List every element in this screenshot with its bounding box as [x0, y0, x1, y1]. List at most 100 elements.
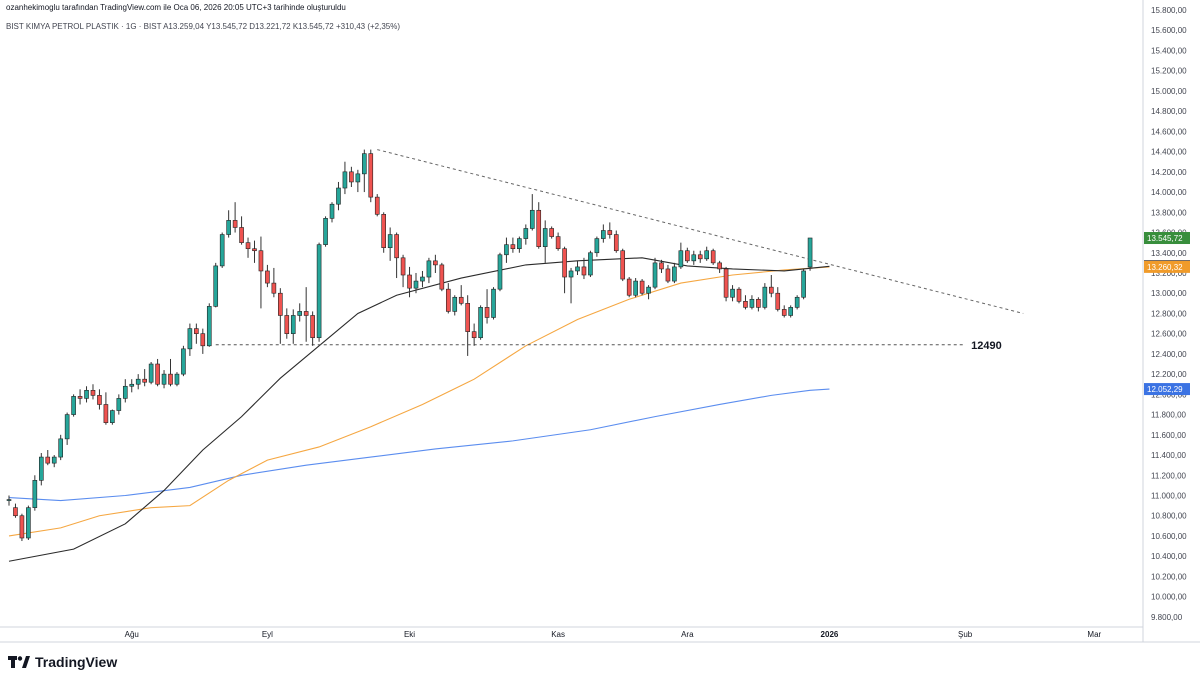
candle-body: [497, 254, 503, 290]
candle-body: [349, 171, 354, 183]
tradingview-branding[interactable]: TradingView: [8, 654, 117, 670]
y-tick-label: 14.600,00: [1151, 127, 1187, 136]
candle-body: [310, 315, 315, 339]
candle-body: [77, 396, 83, 399]
candle-body: [588, 252, 593, 276]
candle-body: [187, 328, 193, 350]
y-tick-label: 15.000,00: [1151, 87, 1187, 96]
candle-body: [200, 333, 206, 347]
candle-body: [652, 262, 658, 288]
x-tick-label: Ara: [681, 630, 694, 639]
candle-body: [232, 220, 238, 228]
candle-body: [639, 280, 645, 294]
y-tick-label: 12.600,00: [1151, 330, 1187, 339]
price-tag: [1144, 383, 1190, 396]
candle-body: [394, 234, 399, 259]
candle-body: [381, 214, 386, 248]
x-tick-label: Eyl: [262, 630, 273, 639]
price-tag-label: 13.545,72: [1147, 234, 1183, 243]
candle-body: [90, 390, 96, 396]
candle-body: [110, 410, 115, 423]
candle-body: [181, 348, 186, 375]
candle-body: [445, 288, 451, 312]
candle-body: [788, 307, 793, 316]
y-tick-label: 11.000,00: [1151, 492, 1187, 501]
y-tick-label: 11.600,00: [1151, 431, 1187, 440]
candle-body: [374, 196, 380, 215]
candle-body: [626, 278, 632, 296]
candle-body: [478, 307, 483, 339]
candle-body: [710, 250, 716, 264]
candle-body: [549, 228, 554, 237]
candle-body: [362, 153, 367, 175]
candle-body: [420, 276, 425, 282]
candle-body: [775, 292, 781, 310]
candle-body: [562, 248, 567, 278]
candle-body: [19, 515, 25, 539]
y-tick-label: 10.000,00: [1151, 593, 1187, 602]
candle-body: [620, 250, 626, 280]
candle-body: [646, 286, 651, 294]
candle-body: [697, 254, 703, 260]
candle-body: [206, 306, 212, 347]
y-tick-label: 15.800,00: [1151, 6, 1187, 15]
y-tick-label: 11.400,00: [1151, 451, 1187, 460]
x-tick-label: Mar: [1087, 630, 1101, 639]
candle-body: [426, 260, 432, 278]
y-tick-label: 15.600,00: [1151, 26, 1187, 35]
candle-body: [807, 237, 813, 268]
candle-body: [142, 378, 147, 383]
candle-body: [400, 257, 406, 276]
candle-body: [484, 307, 490, 318]
candle-body: [258, 250, 264, 272]
candle-body: [491, 288, 496, 318]
candle-body: [161, 373, 167, 385]
candle-body: [672, 266, 677, 282]
candle-body: [297, 311, 303, 316]
price-tag: [1144, 260, 1190, 273]
candle-body: [368, 153, 374, 198]
candle-body: [148, 363, 154, 383]
candle-body: [665, 268, 671, 282]
x-tick-label: 2026: [821, 630, 839, 639]
candle-body: [659, 262, 664, 270]
candle-body: [756, 298, 761, 308]
candle-body: [103, 404, 109, 423]
sma-blue-line: [8, 388, 830, 502]
candle-body: [329, 203, 335, 219]
candle-body: [213, 265, 219, 307]
candle-body: [116, 398, 122, 411]
y-tick-label: 14.800,00: [1151, 107, 1187, 116]
candle-body: [471, 331, 477, 339]
candle-body: [678, 250, 684, 268]
y-tick-label: 11.200,00: [1151, 471, 1187, 480]
candle-body: [355, 173, 361, 183]
candle-body: [504, 244, 509, 256]
candle-body: [58, 438, 63, 458]
candle-body: [342, 171, 348, 189]
candle-body: [433, 260, 438, 266]
candle-body: [97, 395, 102, 405]
candle-body: [6, 499, 12, 501]
candle-body: [129, 383, 135, 387]
x-tick-label: Kas: [551, 630, 565, 639]
candle-body: [32, 480, 38, 508]
candle-body: [284, 315, 290, 334]
candle-body: [155, 363, 160, 385]
support-label: 12490: [971, 340, 1002, 352]
candle-body: [691, 254, 697, 262]
candle-body: [517, 238, 522, 250]
candle-body: [387, 234, 393, 248]
y-tick-label: 10.800,00: [1151, 512, 1187, 521]
candle-body: [601, 230, 606, 239]
y-tick-label: 10.600,00: [1151, 532, 1187, 541]
y-tick-label: 14.400,00: [1151, 148, 1187, 157]
symbol-info-line: BIST KIMYA PETROL PLASTIK · 1G · BIST A1…: [6, 22, 401, 31]
candle-body: [465, 303, 470, 332]
candle-body: [717, 262, 722, 270]
candle-body: [458, 296, 464, 304]
y-tick-label: 14.000,00: [1151, 188, 1187, 197]
candle-body: [536, 209, 542, 247]
candle-body: [568, 270, 574, 278]
